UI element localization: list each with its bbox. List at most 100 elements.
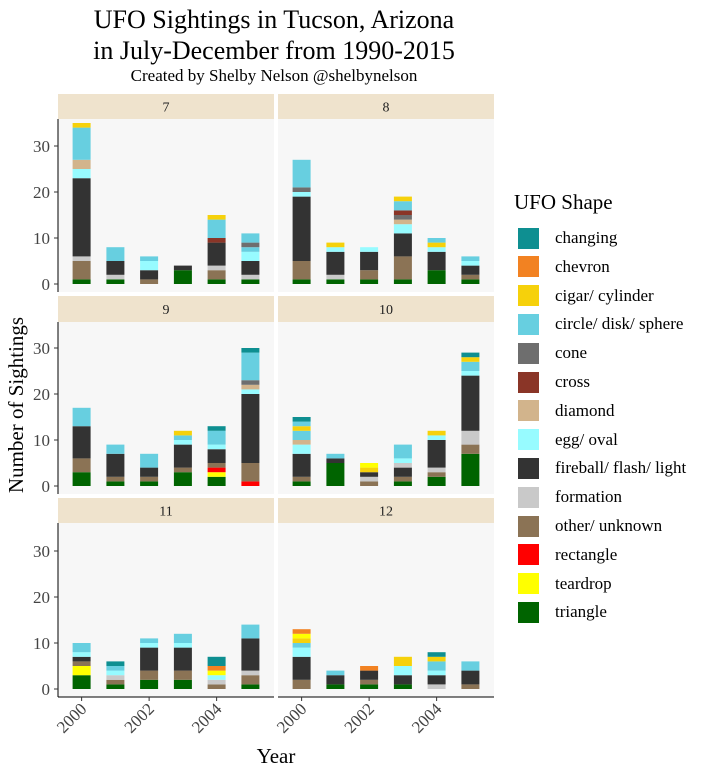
bar-segment-7-2000-cigar-cylinder <box>72 123 91 128</box>
bar-segment-9-2005-diamond <box>241 384 260 390</box>
bar-segment-11-2004-egg-oval <box>207 675 226 680</box>
bar-segment-7-2005-circle-disk-sphere <box>241 233 260 243</box>
bar-segment-7-2005-fireball-flash-light <box>241 261 260 275</box>
y-tick-label: 0 <box>42 477 51 496</box>
bar-segment-7-2000-other-unknown <box>72 261 91 280</box>
legend-swatch <box>518 256 539 278</box>
legend-swatch <box>518 227 539 249</box>
bar-segment-10-2000-fireball-flash-light <box>292 453 311 477</box>
bar-segment-7-2000-fireball-flash-light <box>72 178 91 257</box>
bar-segment-8-2002-other-unknown <box>360 270 379 280</box>
bar-segment-11-2003-triangle <box>173 679 192 689</box>
bar-segment-12-2003-triangle <box>393 684 412 689</box>
bar-segment-8-2001-formation <box>326 274 345 280</box>
legend-label: cone <box>555 343 588 363</box>
bar-segment-8-2004-egg-oval <box>427 247 446 252</box>
bar-segment-9-2003-fireball-flash-light <box>173 444 192 468</box>
y-tick-label: 20 <box>33 183 50 202</box>
legend-swatch <box>518 601 539 623</box>
bar-segment-11-2003-fireball-flash-light <box>173 647 192 671</box>
bar-segment-7-2004-other-unknown <box>207 270 226 280</box>
bar-segment-12-2000-circle-disk-sphere <box>292 643 311 648</box>
bar-segment-8-2005-triangle <box>461 279 480 284</box>
bar-segment-8-2000-egg-oval <box>292 192 311 197</box>
bar-segment-9-2005-fireball-flash-light <box>241 394 260 463</box>
y-tick-label: 10 <box>33 229 50 248</box>
bar-segment-12-2004-circle-disk-sphere <box>427 661 446 671</box>
bar-segment-8-2003-triangle <box>393 279 412 284</box>
legend-item: triangle <box>518 600 607 624</box>
bar-segment-8-2004-triangle <box>427 270 446 284</box>
panel-9-strip-label: 9 <box>163 303 170 318</box>
bar-segment-9-2005-circle-disk-sphere <box>241 352 260 381</box>
bar-segment-9-2001-other-unknown <box>106 476 125 482</box>
legend-label: chevron <box>555 256 610 276</box>
legend-item: fireball/ flash/ light <box>518 456 686 480</box>
bar-segment-7-2005-formation <box>241 274 260 280</box>
x-tick-label: 2004 <box>188 699 226 737</box>
bar-segment-9-2004-circle-disk-sphere <box>207 430 226 445</box>
bar-segment-10-2003-circle-disk-sphere <box>393 444 412 459</box>
bar-segment-8-2000-other-unknown <box>292 261 311 280</box>
bar-segment-7-2005-egg-oval <box>241 251 260 261</box>
legend-label: rectangle <box>555 544 618 564</box>
legend-swatch <box>518 486 539 508</box>
bar-segment-11-2004-changing <box>207 656 226 666</box>
legend-title: UFO Shape <box>514 190 613 214</box>
bar-segment-11-2005-other-unknown <box>241 675 260 685</box>
bar-segment-8-2003-fireball-flash-light <box>393 233 412 257</box>
legend-swatch <box>518 573 539 595</box>
bar-segment-11-2002-other-unknown <box>140 670 159 680</box>
panel-12-strip <box>278 498 494 523</box>
bar-segment-12-2005-fireball-flash-light <box>461 670 480 685</box>
bar-segment-12-2000-fireball-flash-light <box>292 656 311 680</box>
bar-segment-11-2005-triangle <box>241 684 260 689</box>
bar-segment-10-2002-teardrop <box>360 463 379 468</box>
bar-segment-10-2002-cigar-cylinder <box>360 467 379 473</box>
panel-12-strip-label: 12 <box>379 505 393 520</box>
bar-segment-7-2004-cigar-cylinder <box>207 215 226 220</box>
bar-segment-11-2004-formation <box>207 679 226 685</box>
legend-label: other/ unknown <box>555 516 663 535</box>
bar-segment-7-2002-other-unknown <box>140 279 159 284</box>
bar-segment-12-2004-cigar-cylinder <box>427 656 446 662</box>
x-tick-label: 2002 <box>120 699 157 736</box>
bar-segment-10-2003-formation <box>393 463 412 468</box>
y-tick-label: 0 <box>42 680 51 699</box>
panel-10-strip-label: 10 <box>379 303 393 318</box>
bar-segment-7-2000-circle-disk-sphere <box>72 127 91 160</box>
bar-segment-8-2004-cigar-cylinder <box>427 242 446 248</box>
panel-11-strip <box>58 498 274 523</box>
bar-segment-7-2000-triangle <box>72 279 91 284</box>
legend-label: circle/ disk/ sphere <box>555 314 684 334</box>
bar-segment-12-2000-other-unknown <box>292 679 311 689</box>
bar-segment-9-2004-rectangle <box>207 467 226 473</box>
bar-segment-9-2004-egg-oval <box>207 444 226 450</box>
legend-swatch <box>518 371 539 393</box>
legend-label: triangle <box>555 602 607 622</box>
bar-segment-7-2000-diamond <box>72 159 91 169</box>
bar-segment-9-2004-other-unknown <box>207 463 226 468</box>
bar-segment-10-2004-cigar-cylinder <box>427 430 446 436</box>
y-tick-label: 30 <box>33 542 50 561</box>
legend-item: other/ unknown <box>518 514 662 538</box>
bar-segment-9-2000-circle-disk-sphere <box>72 407 91 427</box>
legend-swatch <box>518 515 539 537</box>
legend-item: diamond <box>518 399 615 423</box>
bar-segment-8-2001-triangle <box>326 279 345 284</box>
bar-segment-10-2001-triangle <box>326 463 345 486</box>
bar-segment-11-2005-fireball-flash-light <box>241 638 260 671</box>
bar-segment-8-2004-fireball-flash-light <box>427 251 446 271</box>
bar-segment-11-2004-other-unknown <box>207 684 226 689</box>
bar-segment-8-2005-circle-disk-sphere <box>461 256 480 261</box>
panel-8-background <box>278 119 494 292</box>
bar-segment-7-2003-triangle <box>173 270 192 284</box>
bar-segment-7-2004-cross <box>207 238 226 243</box>
bar-segment-10-2004-formation <box>427 467 446 473</box>
bar-segment-7-2004-triangle <box>207 279 226 284</box>
bar-segment-10-2002-other-unknown <box>360 481 379 486</box>
bar-segment-8-2003-other-unknown <box>393 256 412 280</box>
bar-segment-7-2004-circle-disk-sphere <box>207 219 226 238</box>
bar-segment-9-2001-fireball-flash-light <box>106 453 125 477</box>
bar-segment-9-2002-other-unknown <box>140 476 159 482</box>
